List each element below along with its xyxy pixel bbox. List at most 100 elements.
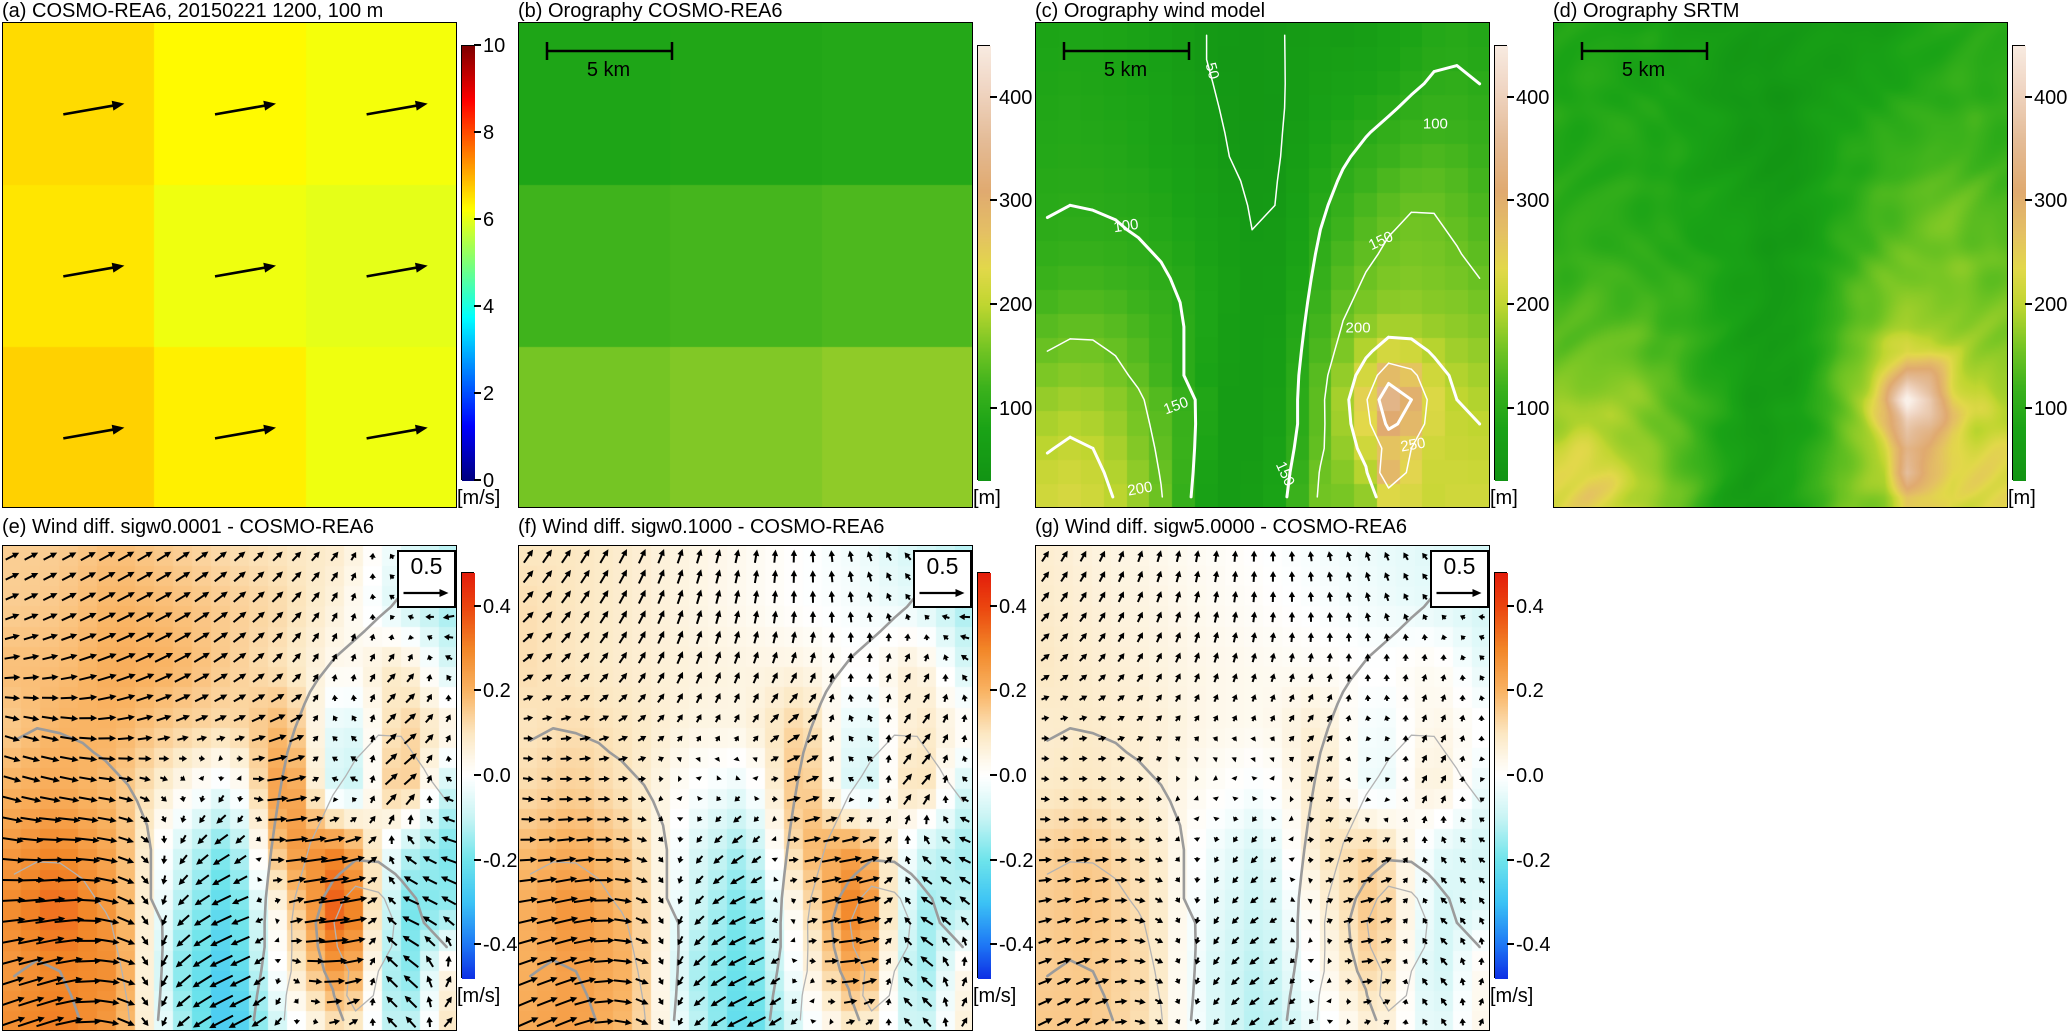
panel-g-diff-arrow bbox=[1057, 856, 1072, 863]
panel-f-diff-arrow bbox=[555, 956, 578, 966]
panel-g-diff-arrow bbox=[1421, 694, 1428, 702]
panel-e-diff-arrow bbox=[253, 976, 266, 986]
panel-e-diff-arrow bbox=[137, 735, 153, 742]
panel-e-diff-arrow bbox=[229, 995, 252, 1008]
panel-g-diff-arrow bbox=[1097, 795, 1107, 803]
panel-e-diff-arrow bbox=[426, 795, 433, 803]
panel-f-diff-arrow bbox=[752, 569, 760, 584]
panel-e-diff-arrow bbox=[135, 673, 155, 683]
panel-e-diff-arrow bbox=[18, 936, 45, 945]
panel-g-oro-contour-250m bbox=[1366, 885, 1428, 1012]
panel-e-diff-arrow bbox=[212, 853, 230, 865]
panel-e-diff-arrow bbox=[5, 613, 20, 621]
panel-e-diff-arrow bbox=[310, 998, 321, 1005]
panel-e-diff-arrow bbox=[174, 592, 191, 603]
panel-g-diff-arrow bbox=[1402, 755, 1409, 762]
panel-f-diff-arrow bbox=[636, 876, 648, 884]
panel-e-diff-arrow bbox=[291, 937, 303, 945]
panel-f-diff-arrow bbox=[828, 776, 834, 783]
panel-g-diff-arrow bbox=[1478, 735, 1485, 742]
panel-g-diff-arrow bbox=[1343, 836, 1354, 843]
panel-f-diff-arrow bbox=[714, 735, 721, 742]
panel-f-diff-arrow bbox=[657, 876, 664, 884]
panel-f-diff-arrow bbox=[556, 856, 577, 863]
panel-b-map-canvas bbox=[519, 23, 972, 507]
panel-e-diff-arrow bbox=[180, 815, 187, 823]
colorbar-b-tick-label: 400 bbox=[999, 86, 1033, 109]
panel-f-diff-arrow bbox=[808, 937, 817, 945]
panel-f-diff-arrow bbox=[599, 673, 609, 683]
panel-g-diff-arrow bbox=[1478, 613, 1485, 621]
panel-e-diff-arrow bbox=[422, 876, 438, 885]
panel-f-diff-arrow bbox=[695, 651, 703, 665]
panel-g-diff-arrow bbox=[1175, 550, 1182, 563]
panel-g-diff-arrow bbox=[1250, 876, 1259, 884]
panel-f-diff-arrow bbox=[637, 630, 646, 644]
panel-e-diff-arrow bbox=[117, 856, 135, 864]
panel-f-diff-arrow bbox=[920, 956, 934, 967]
panel-e-diff-arrow bbox=[332, 736, 338, 742]
panel-e-diff-arrow bbox=[175, 694, 191, 703]
panel-e-diff-arrow bbox=[386, 936, 398, 947]
colorbar-f-tick bbox=[990, 858, 997, 861]
panel-e-diff-arrow bbox=[23, 735, 40, 742]
panel-e-diff-arrow bbox=[4, 654, 21, 661]
panel-f-diff-arrow bbox=[942, 734, 949, 744]
panel-f-diff-arrow bbox=[559, 795, 574, 803]
panel-g-diff-arrow bbox=[1290, 916, 1296, 923]
panel-g-diff-arrow bbox=[1269, 673, 1276, 683]
panel-e-diff-arrow bbox=[96, 856, 118, 864]
panel-g-diff-arrow bbox=[1232, 796, 1239, 802]
panel-e-diff-arrow bbox=[218, 794, 225, 803]
panel-e-diff-arrow bbox=[331, 694, 339, 702]
panel-e-diff-arrow bbox=[402, 935, 420, 947]
panel-f-diff-arrow bbox=[885, 633, 892, 642]
panel-g-diff-arrow bbox=[1155, 836, 1163, 843]
panel-g-diff-arrow bbox=[1194, 1018, 1201, 1025]
panel-g-diff-arrow bbox=[1422, 998, 1428, 1006]
colorbar-a-tick bbox=[474, 392, 481, 394]
panel-e-overlay bbox=[3, 551, 456, 1029]
panel-g-diff-arrow bbox=[1213, 590, 1220, 603]
panel-f-diff-arrow bbox=[542, 735, 553, 742]
panel-e-diff-arrow bbox=[196, 854, 209, 865]
panel-f-diff-arrow bbox=[772, 815, 777, 822]
panel-f-diff-arrow bbox=[678, 775, 683, 782]
panel-f-diff-arrow bbox=[657, 836, 664, 842]
panel-g-diff-arrow bbox=[1213, 876, 1220, 884]
panel-f-diff-arrow bbox=[677, 955, 684, 966]
panel-f-diff-arrow bbox=[847, 673, 854, 682]
panel-f-diff-arrow bbox=[863, 998, 876, 1005]
panel-e-diff-arrow bbox=[369, 1018, 376, 1026]
panel-e-diff-arrow bbox=[330, 592, 338, 602]
panel-e-diff-arrow bbox=[351, 715, 358, 722]
panel-e-diff-arrow bbox=[404, 713, 417, 724]
panel-g-diff-arrow bbox=[1326, 673, 1333, 683]
panel-e-diff-arrow bbox=[269, 836, 287, 843]
panel-e-diff-arrow bbox=[210, 934, 233, 947]
panel-e-diff-arrow bbox=[141, 1017, 149, 1026]
panel-e-diff-arrow bbox=[80, 552, 96, 562]
panel-g-diff-arrow bbox=[1325, 898, 1334, 904]
panel-e-diff-arrow bbox=[210, 914, 232, 926]
panel-g-diff-arrow bbox=[1175, 756, 1181, 763]
panel-c-contour-label: 100 bbox=[1112, 215, 1140, 237]
panel-g-diff-arrow bbox=[1326, 714, 1333, 723]
panel-f-diff-arrow bbox=[942, 956, 950, 967]
panel-g-diff-arrow bbox=[1154, 978, 1164, 984]
panel-f-diff-arrow bbox=[923, 673, 930, 683]
panel-f-diff-arrow bbox=[597, 816, 612, 823]
panel-f-diff-arrow bbox=[942, 673, 949, 682]
panel-f-diff-arrow bbox=[771, 590, 779, 604]
panel-e-diff-arrow bbox=[446, 674, 452, 682]
panel-e-reference-arrow-box: 0.5 bbox=[397, 550, 456, 608]
panel-g-diff-arrow bbox=[1213, 997, 1220, 1006]
panel-f-diff-arrow bbox=[694, 1017, 705, 1026]
panel-f-diff-arrow bbox=[710, 955, 727, 966]
panel-f-diff-arrow bbox=[752, 651, 759, 664]
panel-e-diff-arrow bbox=[332, 756, 339, 762]
panel-f-diff-arrow bbox=[728, 915, 746, 925]
panel-e-diff-arrow bbox=[426, 693, 432, 703]
panel-e-diff-arrow bbox=[386, 673, 396, 683]
panel-e-diff-arrow bbox=[255, 857, 262, 862]
